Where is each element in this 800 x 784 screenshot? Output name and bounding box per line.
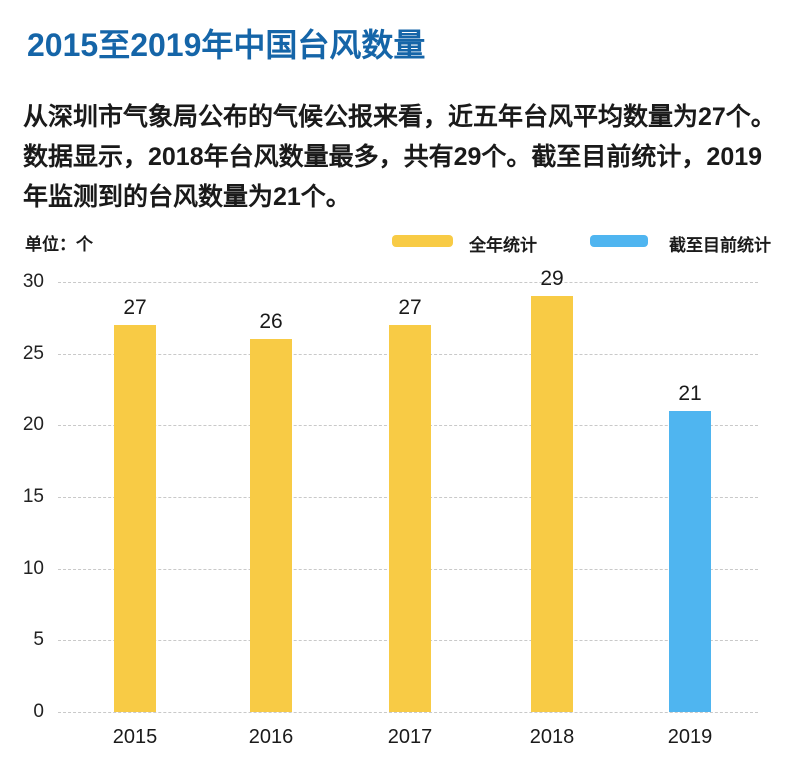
- x-axis-label-2017: 2017: [387, 726, 433, 748]
- y-axis-tick-10: 10: [22, 557, 44, 579]
- y-axis-tick-30: 30: [22, 271, 44, 292]
- y-axis-tick-5: 5: [33, 629, 44, 651]
- legend-label-to-date: 截至目前统计: [669, 236, 771, 255]
- intro-line-3: 年监测到的台风数量为21个。: [23, 183, 351, 211]
- value-label-2019: 21: [678, 382, 702, 405]
- intro-line-2: 数据显示，2018年台风数量最多，共有29个。截至目前统计，2019: [23, 143, 763, 171]
- bar-2019: [669, 411, 711, 712]
- y-axis-tick-0: 0: [33, 701, 44, 722]
- legend-swatch-full-year: [392, 235, 453, 247]
- x-axis-label-2019: 2019: [667, 726, 713, 748]
- legend-label-full-year: 全年统计: [469, 236, 537, 255]
- intro-line-1: 从深圳市气象局公布的气候公报来看，近五年台风平均数量为27个。: [23, 103, 776, 131]
- gridline-y-30: [58, 282, 758, 283]
- value-label-2017: 27: [398, 296, 422, 319]
- legend-swatch-to-date: [590, 235, 648, 247]
- x-axis-label-2018: 2018: [529, 726, 575, 748]
- value-label-2015: 27: [123, 296, 147, 319]
- x-axis-label-2016: 2016: [248, 726, 294, 748]
- bar-2017: [389, 325, 431, 712]
- y-axis-tick-15: 15: [22, 486, 44, 507]
- bar-2016: [250, 339, 292, 712]
- gridline-y-0: [58, 712, 758, 713]
- value-label-2018: 29: [540, 267, 564, 291]
- y-axis-tick-20: 20: [22, 414, 44, 436]
- page-title: 2015至2019年中国台风数量: [27, 27, 426, 63]
- y-axis-tick-25: 25: [22, 342, 44, 364]
- intro-paragraph: 从深圳市气象局公布的气候公报来看，近五年台风平均数量为27个。 数据显示，201…: [23, 97, 783, 217]
- bar-2018: [531, 296, 573, 712]
- unit-label: 单位：个: [25, 235, 93, 254]
- value-label-2016: 26: [259, 310, 283, 334]
- x-axis-label-2015: 2015: [112, 726, 158, 748]
- bar-2015: [114, 325, 156, 712]
